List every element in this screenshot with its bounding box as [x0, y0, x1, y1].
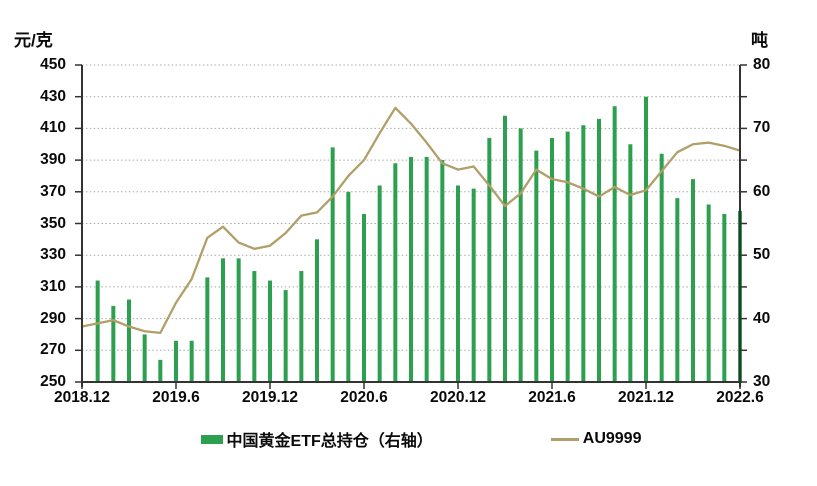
bar-2019.9	[221, 258, 225, 383]
bar-2020.10	[424, 156, 429, 383]
bar-2019.4	[142, 334, 147, 383]
bar-2019.1	[95, 280, 100, 383]
bar-2020.1	[283, 290, 288, 383]
bar-2022.3	[691, 179, 695, 383]
bar-2021.2	[487, 137, 492, 383]
bar-2021.9	[597, 118, 601, 383]
bar-2021.10	[612, 106, 617, 384]
bar-2019.3	[127, 299, 131, 383]
bar-2019.7	[189, 340, 194, 383]
right-axis-title: 吨	[751, 31, 768, 50]
bar-2020.3	[315, 239, 319, 383]
bar-2020.5	[346, 191, 351, 383]
bar-2022.1	[659, 153, 664, 383]
bar-2020.6	[362, 213, 366, 383]
bar-2021.1	[471, 188, 476, 383]
bar-2020.9	[409, 156, 413, 383]
bar-2022.5	[722, 213, 727, 383]
bar-2021.3	[503, 115, 507, 383]
bar-2019.8	[205, 277, 210, 383]
legend-item-etf-holdings: 中国黄金ETF总持仓（右轴）	[200, 427, 433, 451]
bar-2022.2	[675, 198, 680, 383]
bar-2019.2	[111, 305, 116, 383]
bar-2019.6	[174, 340, 178, 383]
left-axis-title: 元/克	[14, 31, 53, 50]
legend-item-au9999: AU9999	[550, 430, 642, 448]
bar-2021.11	[628, 144, 633, 383]
bar-2021.6	[550, 137, 554, 383]
legend-label-etf-holdings: 中国黄金ETF总持仓（右轴）	[226, 433, 433, 450]
bar-2021.12	[644, 96, 648, 383]
au9999-line	[80, 106, 742, 335]
bar-2019.10	[236, 258, 241, 383]
legend-label-au9999: AU9999	[582, 430, 642, 447]
bar-2021.7	[565, 131, 570, 383]
bar-2020.7	[377, 185, 382, 383]
line-series-swatch	[550, 437, 579, 441]
bar-2019.12	[268, 280, 272, 383]
bar-2021.5	[534, 150, 539, 383]
bar-2020.12	[456, 185, 460, 383]
bar-series-swatch	[200, 434, 223, 444]
bar-2019.11	[252, 271, 257, 383]
bar-2022.4	[706, 204, 711, 383]
bar-2020.11	[440, 160, 445, 383]
bar-2020.8	[393, 163, 398, 383]
legend: 中国黄金ETF总持仓（右轴） AU9999	[0, 427, 817, 451]
bar-2019.5	[158, 359, 163, 383]
bar-2021.8	[581, 125, 586, 383]
bar-2021.4	[518, 128, 523, 383]
bar-2020.4	[330, 147, 335, 383]
bar-2020.2	[299, 271, 304, 383]
